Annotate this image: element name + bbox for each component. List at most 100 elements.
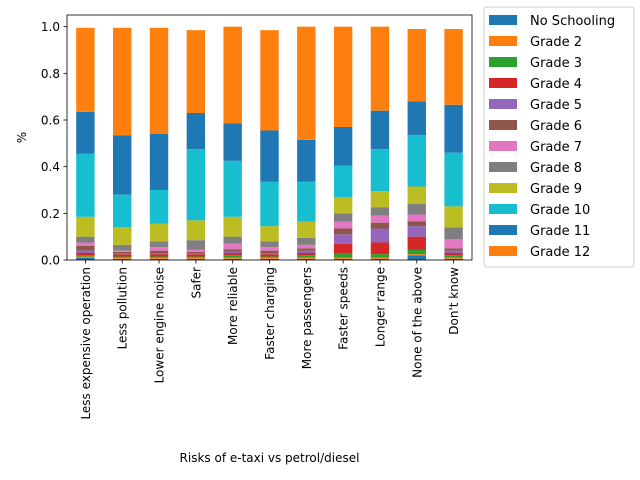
bar-segment [113, 257, 132, 259]
x-tick-label: Faster charging [263, 267, 277, 360]
bar-segment [76, 246, 95, 251]
bar-segment [113, 254, 132, 257]
bar-segment [333, 165, 353, 197]
bar-segment [186, 251, 206, 253]
bar-segment [333, 26, 353, 128]
bar-segment [444, 248, 463, 251]
bar-segment [260, 181, 279, 227]
bar-segment [444, 29, 463, 105]
bar-segment [333, 234, 353, 244]
bar-segment [113, 244, 132, 251]
bar-segment [186, 113, 206, 150]
bar-segment [223, 123, 242, 161]
y-tick-label: 1.0 [41, 20, 60, 34]
bar-segment [370, 258, 390, 260]
bar-segment [113, 227, 132, 245]
bar-segment [76, 250, 95, 253]
legend-label: Grade 10 [530, 203, 590, 218]
x-tick-label: Lower engine noise [153, 267, 167, 383]
legend-box [483, 6, 635, 268]
bar-segment [407, 214, 426, 222]
bar-segment [333, 258, 353, 260]
bar-segment [149, 134, 169, 190]
bar-segment [186, 249, 206, 252]
bar-segment [370, 26, 390, 111]
bar-segment [113, 256, 132, 258]
bar-segment [186, 240, 206, 250]
bar-segment [76, 153, 95, 217]
y-tick-label: 0.2 [41, 207, 60, 221]
bar-segment [407, 249, 426, 255]
legend-label: Grade 4 [530, 77, 582, 92]
bar-segment [260, 241, 279, 248]
legend-swatch [489, 78, 517, 88]
bar-segment [370, 110, 390, 150]
bar-segment [444, 250, 463, 253]
bar-segment [113, 27, 132, 136]
bar-segment [186, 257, 206, 259]
bar-segment [76, 236, 95, 243]
y-tick-label: 0.4 [41, 160, 60, 174]
bar-segment [333, 213, 353, 222]
bar-segment [370, 228, 390, 243]
x-tick-label: Safer [189, 267, 203, 299]
bar-segment [444, 253, 463, 256]
x-tick-label: More reliable [226, 267, 240, 345]
bar-segment [223, 257, 242, 259]
legend-swatch [489, 15, 517, 25]
bar-segment [223, 255, 242, 258]
y-axis-label: % [15, 132, 29, 143]
legend-label: Grade 3 [530, 56, 582, 71]
bar-segment [260, 247, 279, 251]
bar-segment [260, 250, 279, 253]
bar-segment [76, 216, 95, 237]
bar-segment [297, 257, 316, 259]
legend-label: Grade 7 [530, 140, 582, 155]
bar-segment [76, 111, 95, 154]
bar-segment [297, 244, 316, 249]
bar-segment [333, 127, 353, 166]
legend-swatch [489, 99, 517, 109]
bar-segment [297, 139, 316, 182]
bar-segment [297, 237, 316, 245]
bar-segment [186, 258, 206, 260]
x-tick-label: Faster speeds [337, 267, 351, 350]
x-tick-label: Longer range [373, 267, 387, 347]
bar-segment [297, 221, 316, 238]
bar-segment [370, 257, 390, 259]
bar-segment [444, 257, 463, 259]
bar-segment [260, 226, 279, 242]
bar-segment [113, 194, 132, 228]
legend-label: Grade 2 [530, 35, 582, 50]
x-tick-label: Less pollution [116, 267, 130, 349]
bar-segment [333, 228, 353, 235]
legend-label: Grade 5 [530, 98, 582, 113]
y-tick-label: 0.8 [41, 67, 60, 81]
bar-segment [149, 190, 169, 224]
bar-segment [223, 249, 242, 252]
bar-segment [444, 152, 463, 207]
x-tick-label: Don't know [447, 267, 461, 335]
bar-segment [297, 26, 316, 140]
bar-segment [370, 254, 390, 258]
bar-segment [149, 247, 169, 251]
bar-segment [260, 256, 279, 258]
legend-swatch [489, 162, 517, 172]
legend-swatch [489, 225, 517, 235]
bar-segment [333, 243, 353, 253]
bar-segment [407, 101, 426, 136]
bar-segment [407, 255, 426, 260]
bar-segment [260, 258, 279, 260]
bar-segment [260, 257, 279, 259]
bar-segment [223, 251, 242, 253]
bar-segment [297, 248, 316, 251]
legend-swatch [489, 204, 517, 214]
legend-label: No Schooling [530, 14, 615, 29]
bar-segment [76, 27, 95, 112]
bar-segment [370, 242, 390, 255]
bar-segment [149, 250, 169, 253]
legend-label: Grade 9 [530, 182, 582, 197]
bar-segment [407, 236, 426, 250]
legend-label: Grade 11 [530, 224, 590, 239]
bar-segment [407, 254, 426, 256]
